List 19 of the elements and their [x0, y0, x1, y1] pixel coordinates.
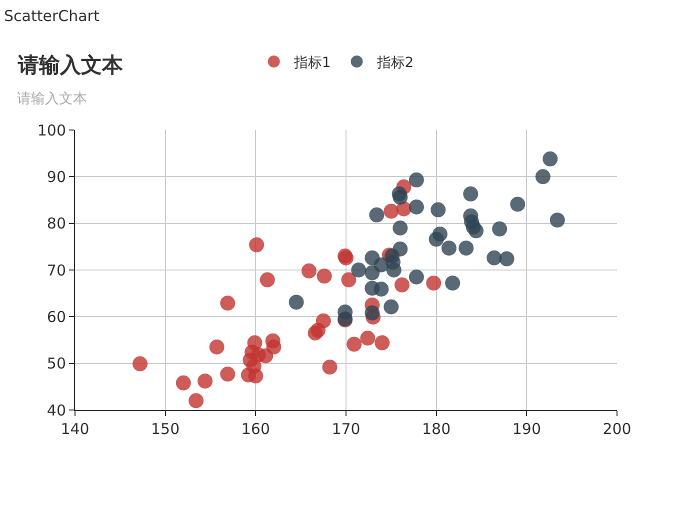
x-tick-label: 160	[241, 420, 270, 438]
y-tick-label: 90	[46, 168, 66, 186]
x-tick-label: 140	[60, 420, 90, 438]
legend-label: 指标1	[292, 55, 331, 72]
chart-subtitle: 请输入文本	[17, 91, 87, 107]
legend-label: 指标2	[376, 55, 414, 72]
text: ScatterChart	[4, 7, 100, 25]
x-tick-label: 200	[602, 420, 632, 438]
x-tick-label: 180	[422, 420, 451, 438]
y-tick-label: 60	[46, 308, 66, 326]
y-tick-label: 80	[46, 214, 66, 233]
x-tick-label: 150	[151, 420, 180, 438]
y-tick-label: 100	[37, 121, 66, 140]
x-tick-label: 190	[512, 420, 541, 438]
y-tick-label: 40	[46, 401, 66, 420]
chart-title: 请输入文本	[17, 53, 124, 77]
y-tick-label: 70	[46, 261, 66, 280]
x-tick-label: 170	[332, 420, 360, 438]
y-tick-label: 50	[46, 354, 66, 373]
